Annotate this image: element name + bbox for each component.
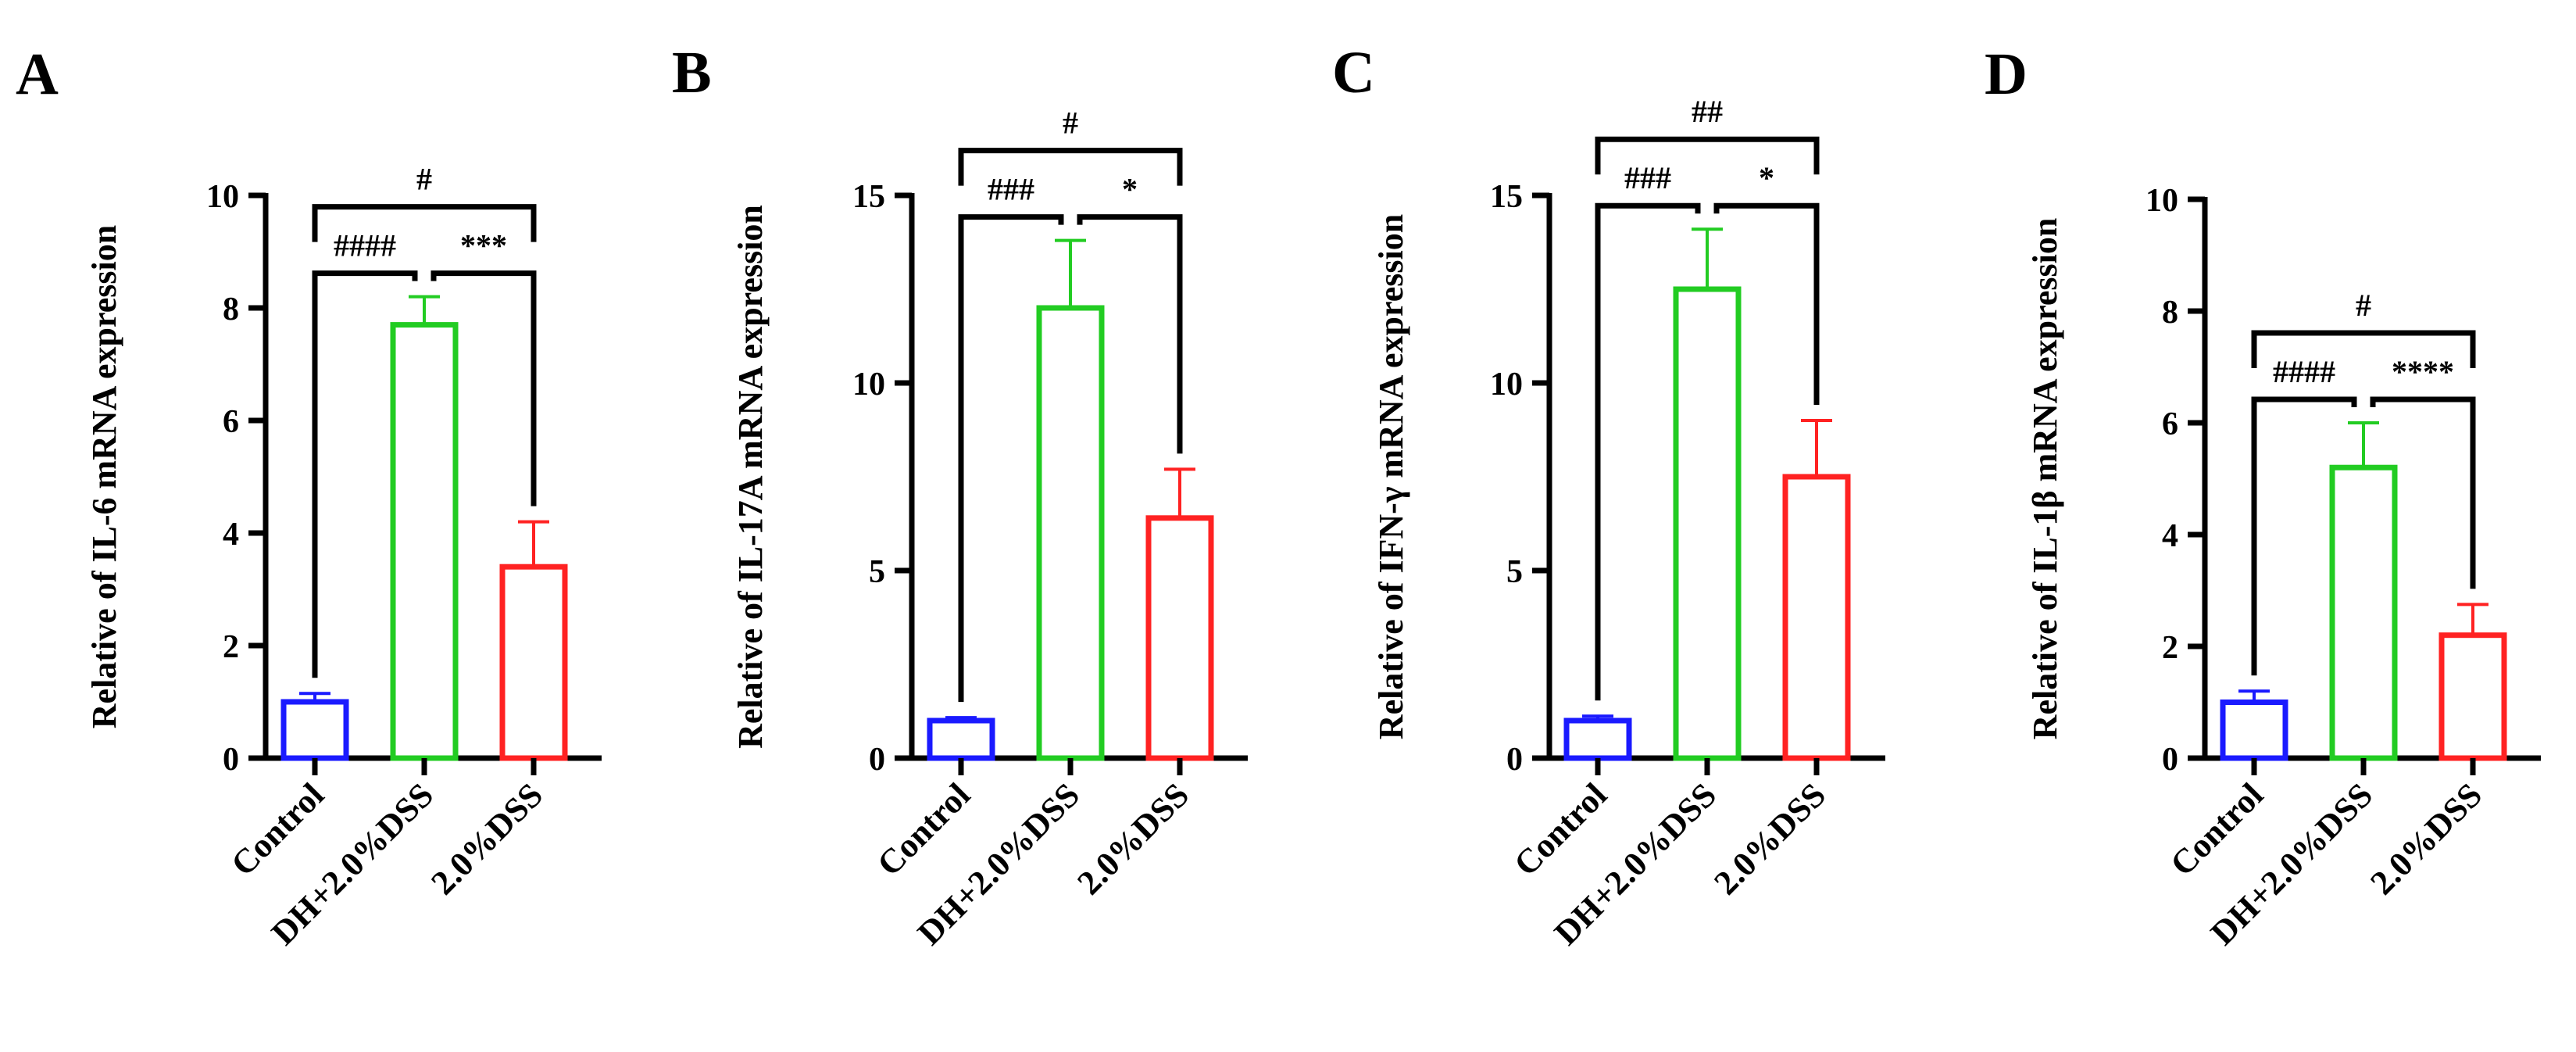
chart-panel-d: D Relative of IL-1β mRNA expression 0 2 4 6 8 1… — [1985, 41, 2541, 953]
y-axis-title: Relative of IL-6 mRNA expression — [85, 225, 123, 728]
significance-bracket — [431, 270, 537, 506]
bar-dh-2-0-dss — [2329, 464, 2398, 761]
x-tick-label: Control — [2163, 775, 2271, 883]
significance-label: # — [416, 162, 432, 197]
significance-bracket — [958, 148, 1183, 186]
y-tick-label: 4 — [2162, 518, 2178, 554]
significance-bracket — [312, 270, 418, 678]
significance-bracket — [1713, 202, 1820, 405]
y-tick-label: 8 — [223, 292, 239, 327]
x-tick-label: Control — [1506, 775, 1614, 883]
significance-bracket — [1595, 202, 1701, 701]
y-tick-label: 0 — [869, 742, 885, 778]
bar-dh-2-0-dss — [1673, 286, 1742, 761]
significance-bracket — [1595, 136, 1820, 175]
y-axis-title: Relative of IL-1β mRNA expression — [2026, 218, 2064, 740]
significance-bracket — [2251, 396, 2357, 676]
chart-panel-c: C Relative of IFN-γ mRNA expression 0 5 10 15… — [1332, 40, 1885, 953]
significance-label: ### — [1624, 160, 1671, 195]
bar-2-0-dss — [1782, 474, 1851, 761]
significance-bracket — [2370, 396, 2476, 589]
y-tick-label: 10 — [852, 367, 885, 403]
bar-control — [2220, 700, 2288, 761]
panel-letter: B — [672, 40, 712, 106]
panel-letter: C — [1332, 40, 1375, 106]
y-tick-label: 5 — [869, 554, 885, 590]
y-tick-label: 10 — [206, 179, 239, 215]
bar-control — [280, 699, 349, 761]
x-tick-label: 2.0%DSS — [1706, 775, 1833, 902]
bar-dh-2-0-dss — [1036, 305, 1105, 761]
panel-letter: A — [16, 41, 59, 107]
significance-label: #### — [2273, 354, 2335, 389]
chart-panel-a: A Relative of IL-6 mRNA expression 0 2 4 6 8 10… — [16, 41, 602, 953]
panel-letter: D — [1985, 41, 2028, 107]
y-tick-label: 5 — [1506, 554, 1523, 590]
y-tick-label: 0 — [223, 742, 239, 778]
significance-bracket — [958, 214, 1064, 703]
y-tick-label: 0 — [1506, 742, 1523, 778]
y-tick-label: 10 — [2145, 183, 2178, 219]
x-tick-label: 2.0%DSS — [2363, 775, 2489, 902]
significance-label: * — [1759, 160, 1774, 195]
bar-2-0-dss — [2438, 632, 2507, 761]
y-tick-label: 0 — [2162, 742, 2178, 778]
y-tick-label: 6 — [2162, 406, 2178, 442]
y-tick-label: 8 — [2162, 295, 2178, 331]
significance-bracket — [2251, 330, 2476, 368]
significance-label: * — [1122, 172, 1138, 207]
y-tick-label: 2 — [223, 629, 239, 665]
x-tick-label: 2.0%DSS — [423, 775, 550, 902]
y-axis-title: Relative of IFN-γ mRNA expression — [1372, 214, 1410, 739]
bar-control — [1563, 717, 1632, 761]
y-tick-label: 6 — [223, 404, 239, 440]
significance-label: # — [1063, 106, 1078, 141]
significance-bracket — [312, 204, 537, 242]
y-axis-title: Relative of IL-17A mRNA expression — [731, 205, 770, 749]
significance-label: ## — [1692, 94, 1723, 129]
significance-label: #### — [334, 228, 396, 263]
chart-panel-b: B Relative of IL-17A mRNA expression 0 5 10 1… — [672, 40, 1248, 953]
x-tick-label: Control — [870, 775, 977, 883]
bar-dh-2-0-dss — [390, 322, 459, 761]
bar-2-0-dss — [1145, 515, 1214, 761]
y-tick-label: 2 — [2162, 630, 2178, 666]
significance-label: ### — [988, 172, 1034, 207]
significance-label: *** — [460, 228, 507, 263]
y-tick-label: 15 — [1490, 179, 1523, 215]
x-tick-label: 2.0%DSS — [1070, 775, 1196, 902]
significance-label: # — [2356, 288, 2371, 323]
significance-label: **** — [2392, 354, 2454, 389]
bar-control — [927, 717, 995, 761]
y-tick-label: 4 — [223, 517, 239, 553]
x-tick-label: Control — [223, 775, 331, 883]
bar-2-0-dss — [499, 564, 568, 761]
significance-bracket — [1077, 214, 1183, 454]
y-tick-label: 10 — [1490, 367, 1523, 403]
y-tick-label: 15 — [852, 179, 885, 215]
